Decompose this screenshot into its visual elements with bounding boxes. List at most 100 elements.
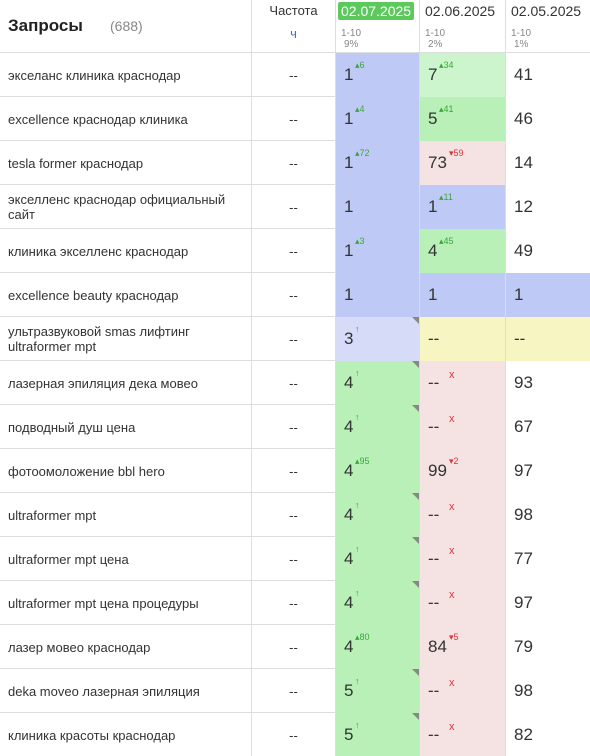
- position-cell[interactable]: 1 ▴11: [419, 185, 505, 229]
- query-text[interactable]: подводный душ цена: [8, 419, 136, 435]
- date-label[interactable]: 02.05.2025: [511, 3, 582, 19]
- range-stats: 1-10 2%: [425, 28, 445, 50]
- query-text[interactable]: tesla former краснодар: [8, 155, 144, 171]
- position-cell[interactable]: -- x: [419, 361, 505, 405]
- position-value: 84: [428, 637, 447, 656]
- position-cell[interactable]: -- x: [419, 405, 505, 449]
- date-label[interactable]: 02.06.2025: [425, 3, 496, 19]
- position-cell[interactable]: 79: [505, 625, 590, 669]
- position-value: 1: [344, 197, 354, 216]
- position-cell[interactable]: --: [505, 317, 590, 361]
- new-position-arrow-icon: ↑: [355, 324, 360, 334]
- delta-value: ↑: [355, 676, 360, 686]
- date-column-header[interactable]: 02.06.2025 1-10 2%: [419, 0, 505, 53]
- position-cell[interactable]: 4 ▴80: [335, 625, 419, 669]
- query-text[interactable]: ultraformer mpt цена процедуры: [8, 595, 199, 611]
- position-cell[interactable]: 41: [505, 53, 590, 97]
- position-cell[interactable]: 4 ↑: [335, 361, 419, 405]
- position-cell[interactable]: 98: [505, 669, 590, 713]
- table-row[interactable]: фотоомоложение bbl hero -- 4 ▴95 99 ▾2 97: [0, 449, 590, 493]
- position-cell[interactable]: -- x: [419, 537, 505, 581]
- date-label[interactable]: 02.07.2025: [338, 2, 415, 20]
- table-row[interactable]: подводный душ цена -- 4 ↑ -- x 67: [0, 405, 590, 449]
- position-cell[interactable]: 99 ▾2: [419, 449, 505, 493]
- position-cell[interactable]: 1: [505, 273, 590, 317]
- position-cell[interactable]: 1 ▴3: [335, 229, 419, 273]
- position-cell[interactable]: 97: [505, 581, 590, 625]
- position-cell[interactable]: 1 ▴72: [335, 141, 419, 185]
- position-cell[interactable]: 1: [335, 273, 419, 317]
- date-column-header[interactable]: 02.05.2025 1-10 1%: [505, 0, 590, 53]
- position-cell[interactable]: 93: [505, 361, 590, 405]
- position-cell[interactable]: 1 ▴4: [335, 97, 419, 141]
- position-cell[interactable]: 12: [505, 185, 590, 229]
- table-row[interactable]: лазер мовео краснодар -- 4 ▴80 84 ▾5 79: [0, 625, 590, 669]
- position-cell[interactable]: -- x: [419, 493, 505, 537]
- position-cell[interactable]: 4 ↑: [335, 581, 419, 625]
- query-text[interactable]: ультразвуковой smas лифтинг ultraformer …: [8, 324, 190, 354]
- position-value: 5: [344, 725, 354, 744]
- frequency-column-header[interactable]: Частота ч: [251, 0, 335, 53]
- table-row[interactable]: ultraformer mpt -- 4 ↑ -- x 98: [0, 493, 590, 537]
- table-row[interactable]: deka moveo лазерная эпиляция -- 5 ↑ -- x 98: [0, 669, 590, 713]
- table-row[interactable]: лазерная эпиляция дека мовео -- 4 ↑ -- x 93: [0, 361, 590, 405]
- table-row[interactable]: excellence beauty краснодар -- 1 1 1: [0, 273, 590, 317]
- position-value: 3: [344, 329, 354, 348]
- position-cell[interactable]: 5 ↑: [335, 669, 419, 713]
- query-text[interactable]: лазер мовео краснодар: [8, 639, 151, 655]
- table-row[interactable]: клиника красоты краснодар -- 5 ↑ -- x 82: [0, 713, 590, 756]
- position-value: 1: [514, 285, 524, 304]
- position-cell[interactable]: 3 ↑: [335, 317, 419, 361]
- position-cell[interactable]: 4 ↑: [335, 537, 419, 581]
- position-cell[interactable]: 97: [505, 449, 590, 493]
- position-cell[interactable]: 77: [505, 537, 590, 581]
- query-text[interactable]: deka moveo лазерная эпиляция: [8, 683, 200, 699]
- query-text[interactable]: экселленс краснодар официальный сайт: [8, 192, 226, 222]
- position-cell[interactable]: -- x: [419, 581, 505, 625]
- position-cell[interactable]: 7 ▴34: [419, 53, 505, 97]
- position-cell[interactable]: 73 ▾59: [419, 141, 505, 185]
- query-text[interactable]: лазерная эпиляция дека мовео: [8, 375, 198, 391]
- position-cell[interactable]: 1: [335, 185, 419, 229]
- position-value: 14: [514, 153, 533, 172]
- table-row[interactable]: экселленс краснодар официальный сайт -- 1 1…: [0, 185, 590, 229]
- query-text[interactable]: excellence краснодар клиника: [8, 111, 188, 127]
- position-cell[interactable]: 5 ▴41: [419, 97, 505, 141]
- table-row[interactable]: экселанс клиника краснодар -- 1 ▴6 7 ▴34 41: [0, 53, 590, 97]
- query-text[interactable]: фотоомоложение bbl hero: [8, 463, 165, 479]
- position-cell[interactable]: 4 ↑: [335, 405, 419, 449]
- frequency-type-link[interactable]: ч: [290, 26, 297, 41]
- position-cell[interactable]: 1 ▴6: [335, 53, 419, 97]
- position-cell[interactable]: 4 ▴45: [419, 229, 505, 273]
- position-cell[interactable]: 67: [505, 405, 590, 449]
- dropped-out-icon: x: [449, 413, 455, 425]
- query-text[interactable]: клиника экселленс краснодар: [8, 243, 189, 259]
- table-row[interactable]: ultraformer mpt цена процедуры -- 4 ↑ -- x 97: [0, 581, 590, 625]
- query-text[interactable]: ultraformer mpt цена: [8, 551, 129, 567]
- query-text[interactable]: клиника красоты краснодар: [8, 727, 176, 743]
- position-cell[interactable]: 5 ↑: [335, 713, 419, 756]
- date-column-header[interactable]: 02.07.2025 1-10 9%: [335, 0, 419, 53]
- position-cell[interactable]: 82: [505, 713, 590, 756]
- position-cell[interactable]: 1: [419, 273, 505, 317]
- table-row[interactable]: ultraformer mpt цена -- 4 ↑ -- x 77: [0, 537, 590, 581]
- position-cell[interactable]: 49: [505, 229, 590, 273]
- query-text[interactable]: excellence beauty краснодар: [8, 287, 179, 303]
- position-cell[interactable]: 14: [505, 141, 590, 185]
- position-cell[interactable]: 46: [505, 97, 590, 141]
- table-row[interactable]: tesla former краснодар -- 1 ▴72 73 ▾59 14: [0, 141, 590, 185]
- table-row[interactable]: ультразвуковой smas лифтинг ultraformer …: [0, 317, 590, 361]
- position-cell[interactable]: --: [419, 317, 505, 361]
- position-cell[interactable]: 4 ↑: [335, 493, 419, 537]
- dropped-out-icon: x: [449, 369, 455, 381]
- position-cell[interactable]: 84 ▾5: [419, 625, 505, 669]
- query-text[interactable]: ultraformer mpt: [8, 507, 97, 523]
- position-cell[interactable]: 98: [505, 493, 590, 537]
- table-row[interactable]: клиника экселленс краснодар -- 1 ▴3 4 ▴45 49: [0, 229, 590, 273]
- position-cell[interactable]: 4 ▴95: [335, 449, 419, 493]
- query-text[interactable]: экселанс клиника краснодар: [8, 67, 181, 83]
- position-cell[interactable]: -- x: [419, 713, 505, 756]
- position-cell[interactable]: -- x: [419, 669, 505, 713]
- table-row[interactable]: excellence краснодар клиника -- 1 ▴4 5 ▴41 46: [0, 97, 590, 141]
- delta-value: 59: [453, 148, 464, 158]
